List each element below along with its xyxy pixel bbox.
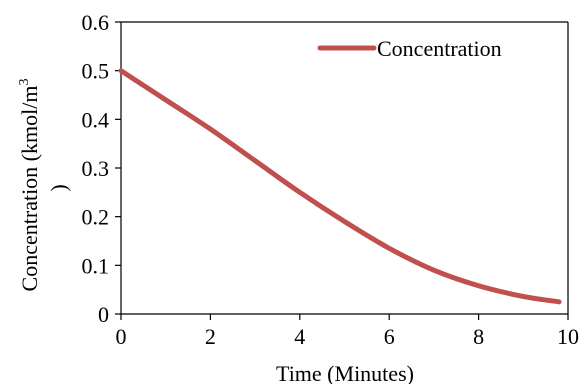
x-tick-label: 6 bbox=[384, 324, 395, 349]
y-tick-label: 0.1 bbox=[82, 253, 110, 278]
legend: Concentration bbox=[317, 36, 502, 61]
series-group bbox=[118, 68, 562, 305]
x-tick-label: 4 bbox=[294, 324, 305, 349]
y-tick-label: 0 bbox=[98, 302, 109, 327]
y-tick-label: 0.5 bbox=[82, 59, 110, 84]
y-axis-title-group: Concentration (kmol/m3 ) bbox=[17, 79, 71, 292]
series-line-concentration bbox=[118, 68, 562, 305]
y-axis-title-superscript: 3 bbox=[17, 79, 32, 86]
y-axis-title: Concentration (kmol/m3 bbox=[17, 79, 42, 292]
legend-label: Concentration bbox=[377, 36, 502, 61]
plot-area bbox=[120, 21, 569, 315]
x-ticks: 0 2 4 6 8 10 bbox=[116, 314, 579, 349]
y-tick-label: 0.4 bbox=[82, 107, 110, 132]
y-tick-label: 0.6 bbox=[82, 10, 110, 35]
x-tick-label: 2 bbox=[205, 324, 216, 349]
y-axis-title-close: ) bbox=[46, 184, 71, 191]
x-tick-label: 0 bbox=[116, 324, 127, 349]
y-ticks: 0 0.1 0.2 0.3 0.4 0.5 0.6 bbox=[82, 10, 121, 327]
y-tick-label: 0.3 bbox=[82, 156, 110, 181]
x-tick-label: 10 bbox=[557, 324, 579, 349]
x-tick-label: 8 bbox=[473, 324, 484, 349]
y-tick-label: 0.2 bbox=[82, 205, 110, 230]
y-axis-title-main: Concentration (kmol/m bbox=[17, 86, 42, 292]
x-axis-title: Time (Minutes) bbox=[276, 361, 414, 384]
